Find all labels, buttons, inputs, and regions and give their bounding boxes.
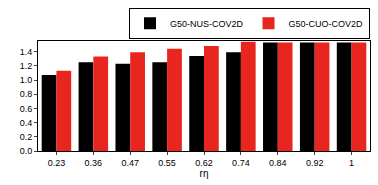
svg-text:0.36: 0.36 (85, 158, 103, 168)
svg-text:0.6: 0.6 (20, 104, 33, 114)
svg-text:1.4: 1.4 (20, 47, 33, 57)
svg-text:0.47: 0.47 (121, 158, 139, 168)
svg-text:1.0: 1.0 (20, 75, 33, 85)
svg-text:0.62: 0.62 (195, 158, 213, 168)
svg-text:1.2: 1.2 (20, 61, 33, 71)
svg-text:G50-CUO-COV2D: G50-CUO-COV2D (289, 19, 364, 29)
svg-text:0.84: 0.84 (269, 158, 287, 168)
svg-text:0.23: 0.23 (48, 158, 66, 168)
svg-text:rη: rη (200, 168, 209, 179)
svg-text:0.4: 0.4 (20, 118, 33, 128)
svg-text:0.74: 0.74 (232, 158, 250, 168)
svg-text:G50-NUS-COV2D: G50-NUS-COV2D (170, 19, 244, 29)
svg-text:1: 1 (349, 158, 354, 168)
svg-text:0.92: 0.92 (306, 158, 324, 168)
svg-text:0.2: 0.2 (20, 132, 33, 142)
svg-text:0.8: 0.8 (20, 89, 33, 99)
svg-text:0.55: 0.55 (158, 158, 176, 168)
svg-text:0.0: 0.0 (20, 146, 33, 156)
